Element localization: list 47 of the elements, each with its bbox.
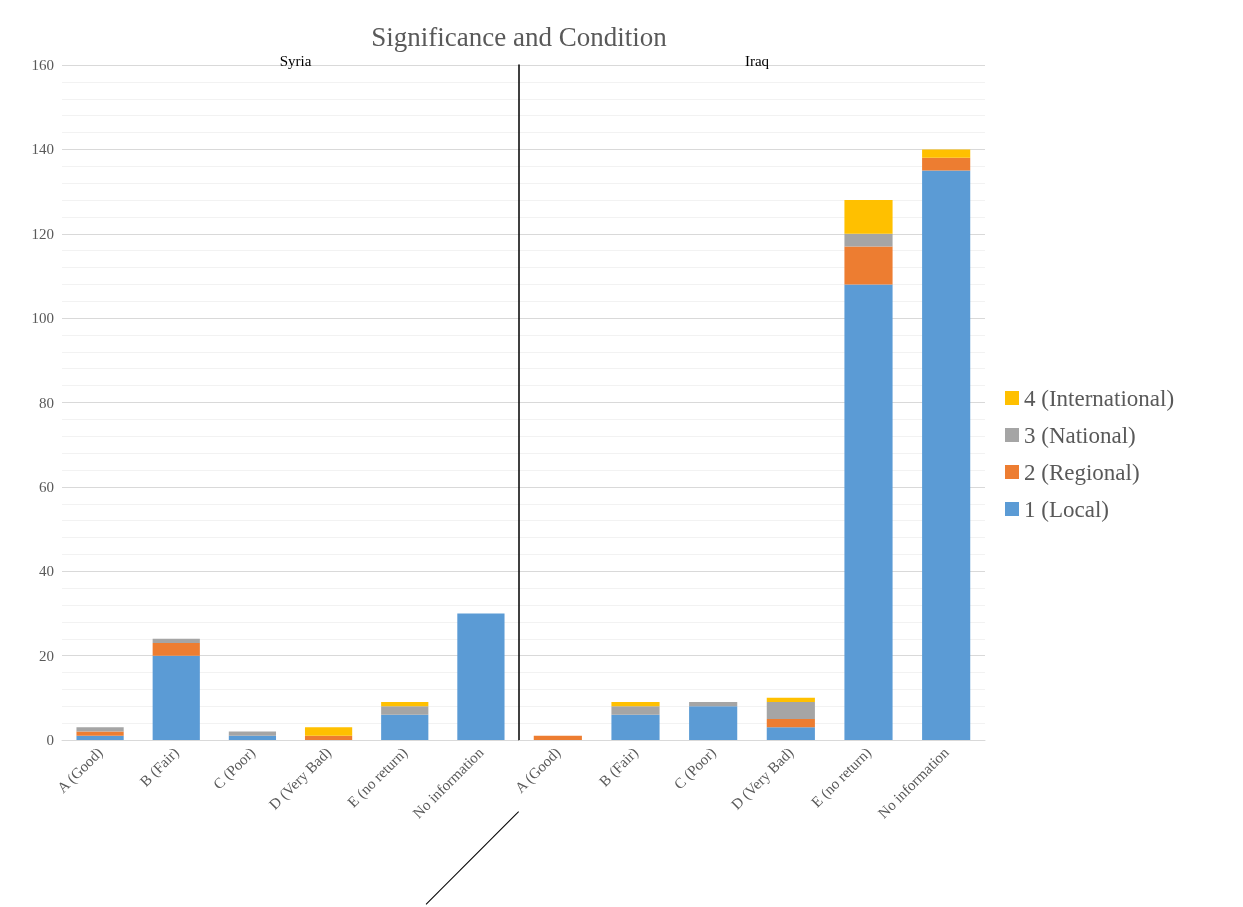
bar bbox=[457, 613, 505, 740]
y-tick-label: 20 bbox=[39, 647, 54, 664]
bar bbox=[844, 246, 893, 285]
y-tick-label: 80 bbox=[39, 394, 54, 411]
bar bbox=[611, 706, 660, 715]
y-tick-label: 120 bbox=[31, 225, 54, 242]
chart-title: Significance and Condition bbox=[371, 21, 668, 52]
chart-subtitle: Iraq bbox=[744, 52, 770, 69]
bar bbox=[533, 735, 582, 740]
bar bbox=[381, 702, 429, 707]
bar bbox=[304, 735, 353, 740]
y-tick-label: 140 bbox=[31, 141, 54, 158]
bar bbox=[381, 714, 429, 740]
chart-subtitle: Syria bbox=[279, 52, 312, 69]
bar bbox=[304, 727, 353, 736]
y-tick-label: 40 bbox=[39, 563, 54, 580]
bar bbox=[611, 702, 660, 707]
bar bbox=[766, 718, 815, 728]
bar bbox=[844, 233, 893, 247]
y-tick-label: 160 bbox=[31, 57, 54, 73]
bar bbox=[844, 284, 893, 740]
bar bbox=[922, 170, 971, 740]
bar bbox=[844, 200, 893, 234]
bar bbox=[922, 157, 971, 171]
y-tick-label: 0 bbox=[46, 732, 54, 748]
bar bbox=[922, 149, 971, 158]
bar bbox=[766, 727, 815, 740]
bar bbox=[689, 702, 738, 707]
bar bbox=[766, 697, 815, 703]
y-tick-label: 100 bbox=[31, 310, 54, 327]
bar bbox=[76, 731, 124, 736]
bar bbox=[766, 702, 815, 719]
bar bbox=[152, 638, 200, 643]
bar bbox=[228, 735, 277, 740]
legend-label: 3 (National) bbox=[1024, 422, 1136, 448]
bar bbox=[76, 735, 124, 740]
bar bbox=[689, 706, 738, 740]
y-tick-label: 60 bbox=[39, 478, 54, 495]
bar bbox=[152, 642, 200, 656]
bar bbox=[611, 714, 660, 740]
bar bbox=[381, 706, 429, 715]
bar bbox=[152, 655, 200, 740]
bar bbox=[228, 731, 277, 736]
legend-label: 1 (Local) bbox=[1024, 496, 1109, 522]
legend-label: 4 (International) bbox=[1024, 385, 1175, 411]
bar bbox=[76, 727, 124, 732]
legend-label: 2 (Regional) bbox=[1024, 459, 1140, 485]
